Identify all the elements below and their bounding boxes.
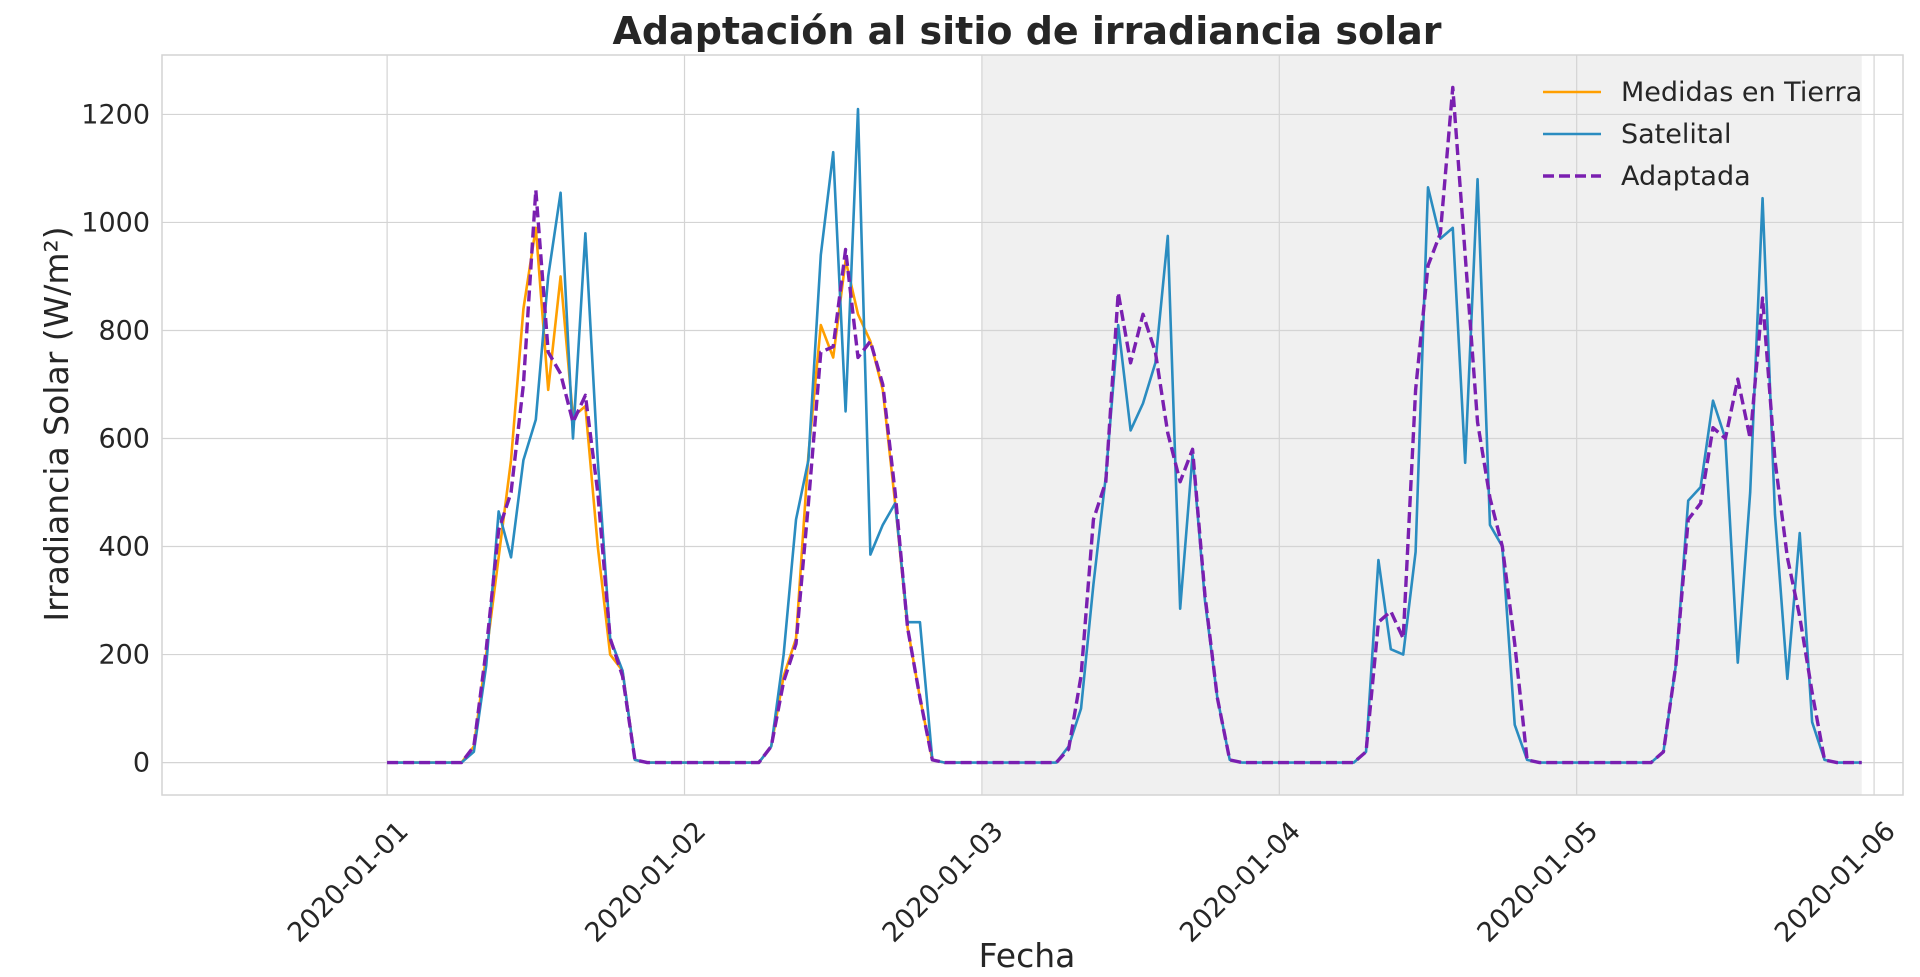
plot-frame [161,54,1904,796]
x-axis-label: Fecha [979,936,1076,975]
y-tick-label: 0 [133,748,150,779]
y-tick-label: 600 [98,424,150,455]
chart-title: Adaptación al sitio de irradiancia solar [612,9,1441,53]
y-tick-label: 200 [98,640,150,671]
series-line-3 [387,85,1862,765]
shaded-region [981,55,1862,795]
y-tick-label: 800 [98,315,150,346]
y-tick-label: 400 [98,532,150,563]
y-tick-label: 1200 [81,99,150,130]
legend-label: Satelital [1621,119,1732,150]
legend-label: Medidas en Tierra [1621,77,1862,108]
y-tick-label: 1000 [81,207,150,238]
y-axis-label: Irradiancia Solar (W/m²) [37,226,76,621]
legend-label: Adaptada [1621,161,1751,192]
